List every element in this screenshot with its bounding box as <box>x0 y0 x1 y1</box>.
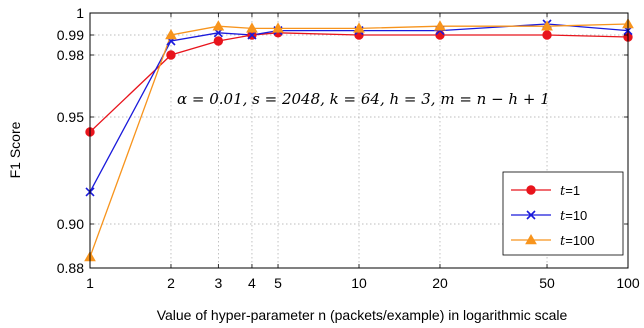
legend-box <box>502 171 624 256</box>
data-point-t=100 <box>246 22 258 33</box>
legend-label-t=10: t=10 <box>560 208 587 224</box>
legend: t=1 t=10 t=100 <box>502 171 624 256</box>
x-tick-label: 10 <box>351 275 367 291</box>
y-axis-title: F1 Score <box>7 121 23 178</box>
legend-marker-t=1 <box>526 185 536 195</box>
x-tick-label: 4 <box>248 275 256 291</box>
data-point-t=100 <box>353 22 365 33</box>
data-point-t=1 <box>166 50 176 60</box>
x-tick-label: 3 <box>214 275 222 291</box>
data-point-t=1 <box>542 30 552 40</box>
y-tick-label: 0.98 <box>57 47 84 63</box>
y-tick-label: 1 <box>76 5 84 21</box>
y-tick-label: 0.88 <box>57 260 84 276</box>
data-point-t=1 <box>213 36 224 46</box>
x-tick-label: 1 <box>86 275 94 291</box>
y-tick-labels: 0.88 0.90 0.95 0.98 0.99 1 <box>57 5 84 276</box>
x-tick-label: 100 <box>616 275 640 291</box>
y-tick-label: 0.90 <box>57 216 84 232</box>
x-tick-label: 5 <box>274 275 282 291</box>
y-tick-label: 0.99 <box>57 27 84 43</box>
data-point-t=100 <box>434 20 446 31</box>
legend-marker-t=100 <box>525 233 537 245</box>
data-point-t=100 <box>541 20 553 31</box>
data-point-t=100 <box>165 28 177 40</box>
parameter-annotation: α = 0.01, s = 2048, k = 64, h = 3, m = n… <box>177 90 550 108</box>
x-tick-label: 50 <box>539 275 555 291</box>
data-point-t=100 <box>212 20 225 31</box>
legend-marker-t=10 <box>526 210 536 220</box>
axis-ticks <box>89 12 629 269</box>
data-point-t=100 <box>272 22 284 33</box>
data-point-t=1 <box>435 30 445 40</box>
x-tick-labels: 1 2 3 4 5 10 20 50 100 <box>86 275 640 291</box>
x-tick-label: 20 <box>432 275 448 291</box>
legend-label-t=1: t=1 <box>560 183 580 199</box>
x-axis-title: Value of hyper-parameter n (packets/exam… <box>157 307 568 323</box>
x-tick-label: 2 <box>167 275 175 291</box>
y-tick-label: 0.95 <box>57 109 84 125</box>
legend-label-t=100: t=100 <box>560 233 595 249</box>
